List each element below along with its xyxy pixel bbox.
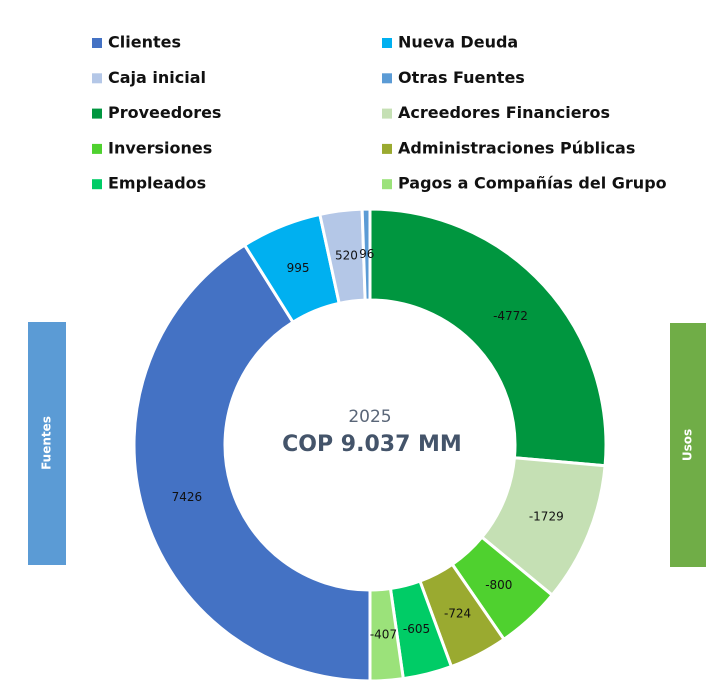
data-label: -1729: [529, 510, 564, 524]
legend-label: Acreedores Financieros: [398, 103, 610, 122]
legend-swatch: [92, 108, 102, 119]
center-title: 2025: [348, 407, 391, 427]
data-label: 520: [335, 248, 358, 262]
legend-label: Administraciones Públicas: [398, 138, 635, 157]
legend-swatch: [382, 179, 392, 190]
fuentes-banner: [28, 322, 66, 565]
data-label: 7426: [172, 490, 203, 504]
legend-swatch: [382, 108, 392, 119]
slices: [132, 207, 608, 683]
legend-label: Caja inicial: [108, 68, 206, 87]
data-label: -605: [403, 622, 430, 636]
legend-label: Empleados: [108, 174, 206, 193]
legend-label: Otras Fuentes: [398, 68, 525, 87]
fuentes-label: Fuentes: [40, 416, 54, 470]
legend-label: Proveedores: [108, 103, 221, 122]
slice: [368, 586, 405, 683]
data-label: 96: [359, 247, 374, 261]
legend-swatch: [92, 38, 102, 48]
legend-label: Pagos a Compañías del Grupo: [398, 174, 667, 193]
legend-swatch: [92, 143, 102, 154]
legend-swatch: [382, 73, 392, 84]
center-subtitle: COP 9.037 MM: [282, 432, 462, 457]
usos-banner: [670, 323, 706, 567]
slice: [132, 242, 372, 683]
data-label: 995: [287, 261, 310, 275]
legend-swatch: [92, 73, 102, 84]
slice: [368, 207, 608, 468]
legend-swatch: [92, 179, 102, 190]
legend-label: Inversiones: [108, 138, 212, 157]
usos-label: Usos: [681, 429, 695, 461]
data-label: -4772: [493, 309, 528, 323]
legend-label: Nueva Deuda: [398, 33, 518, 52]
legend-swatch: [382, 143, 392, 154]
data-label: -407: [370, 628, 397, 642]
data-label: -800: [485, 578, 512, 592]
data-label: -724: [444, 607, 471, 621]
legend-label: Clientes: [108, 33, 181, 52]
legend-swatch: [382, 38, 392, 48]
